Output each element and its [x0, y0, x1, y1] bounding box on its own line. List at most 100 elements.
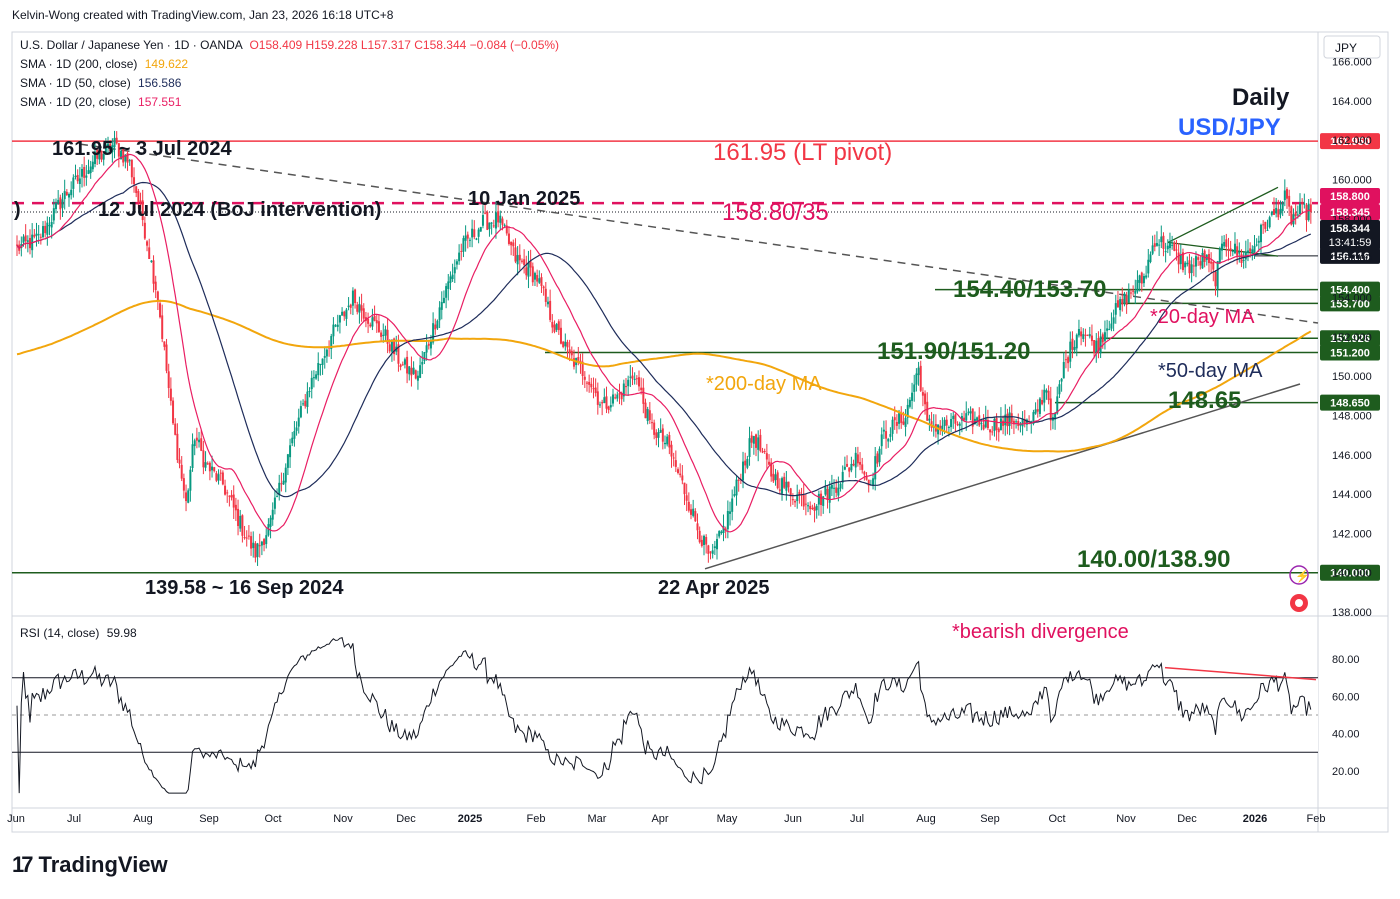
candle-body	[1099, 336, 1102, 354]
candle-body	[609, 405, 612, 408]
candle-body	[440, 302, 443, 310]
ma20-label: *20-day MA	[1150, 306, 1255, 328]
legend-sma20[interactable]: SMA · 1D (20, close) 157.551	[20, 95, 181, 109]
candle-body	[159, 303, 162, 318]
candle-body	[624, 386, 627, 388]
candle-body	[228, 495, 231, 497]
candle-body	[35, 233, 38, 236]
candle-body	[141, 200, 144, 221]
candle-body	[293, 431, 296, 439]
lightning-icon	[1289, 565, 1309, 585]
axes: JPY166.000164.000162.000160.000158.00015…	[7, 35, 1381, 825]
events-icon-inner	[1295, 599, 1303, 607]
candle-body	[1309, 204, 1312, 213]
candle-body	[423, 352, 426, 362]
horizontal-levels: 161.950 158.800 158.345 156.116 154.400153.7…	[12, 133, 1380, 581]
candle-body	[380, 332, 383, 337]
candle-body	[1292, 214, 1295, 225]
candle-body	[614, 397, 617, 399]
price-tick-label: 138.000	[1332, 607, 1372, 619]
rsi-legend[interactable]: RSI (14, close) 59.98	[20, 626, 137, 640]
candle-body	[637, 377, 640, 387]
candle-body	[713, 546, 716, 549]
candle-body	[111, 145, 114, 153]
candle-body	[61, 199, 64, 208]
candle-body	[215, 473, 218, 481]
level-tag-label: 158.345	[1330, 207, 1370, 219]
candle-body	[846, 463, 849, 467]
candle-body	[672, 457, 675, 459]
time-tick-label: 2026	[1243, 813, 1267, 825]
candle-body	[1233, 243, 1236, 254]
candle-body	[746, 458, 749, 468]
candle-body	[993, 418, 996, 431]
candle-body	[85, 175, 88, 178]
candle-body	[538, 278, 541, 283]
candle-body	[520, 260, 523, 262]
candle-body	[1277, 209, 1280, 218]
candle-body	[783, 476, 786, 488]
candle-body	[551, 321, 554, 328]
candle-body	[642, 387, 645, 404]
candle-body	[488, 222, 491, 230]
candle-body	[657, 432, 660, 438]
candle-body	[349, 304, 352, 308]
candle-body	[822, 496, 825, 506]
candle-body	[477, 229, 480, 237]
candle-body	[1285, 189, 1288, 199]
candle-body	[507, 233, 510, 244]
candle-body	[16, 244, 18, 246]
candle-body	[648, 410, 651, 421]
candle-body	[1259, 224, 1262, 243]
candle-body	[501, 218, 504, 225]
candle-body	[416, 375, 419, 381]
candle-body	[572, 358, 575, 367]
candle-body	[742, 461, 745, 481]
lt-pivot-label: 161.95 (LT pivot)	[713, 139, 892, 166]
price-tick-label: 152.000	[1332, 332, 1372, 344]
tradingview-brand[interactable]: 17 TradingView	[12, 852, 168, 878]
candle-body	[70, 189, 73, 196]
candle-body	[332, 324, 335, 337]
candle-body	[1073, 346, 1076, 351]
candle-body	[752, 436, 755, 444]
level-tag	[1320, 204, 1380, 220]
boj-paren: )	[14, 199, 21, 221]
candle-body	[29, 237, 32, 249]
last-price-tag	[1320, 220, 1380, 250]
candle-body	[1272, 209, 1275, 215]
low-2025-label: 22 Apr 2025	[658, 577, 770, 599]
candle-body	[809, 505, 812, 510]
candle-body	[568, 349, 571, 353]
candle-body	[867, 479, 870, 486]
candle-body	[1075, 334, 1078, 349]
candle-body	[360, 305, 363, 311]
time-tick-label: Oct	[264, 813, 281, 825]
candle-body	[382, 334, 385, 336]
candle-body	[885, 431, 888, 439]
lightning-glyph: ⚡	[1295, 569, 1310, 583]
time-tick-label: Nov	[1116, 813, 1136, 825]
candle-body	[87, 170, 90, 174]
candle-body	[1129, 292, 1132, 294]
candle-body	[211, 466, 214, 471]
candle-body	[510, 241, 513, 246]
candle-body	[276, 496, 279, 498]
chart-title-daily: Daily	[1232, 84, 1290, 111]
legend-sma200[interactable]: SMA · 1D (200, close) 149.622	[20, 57, 188, 71]
time-tick-label: Oct	[1048, 813, 1065, 825]
ascending-support-trendline	[704, 383, 1301, 570]
candle-body	[670, 444, 673, 457]
legend-sma50[interactable]: SMA · 1D (50, close) 156.586	[20, 76, 181, 90]
legend-symbol-row[interactable]: U.S. Dollar / Japanese Yen · 1D · OANDA …	[20, 38, 559, 52]
candle-body	[1303, 203, 1306, 205]
candle-body	[310, 377, 313, 390]
candle-body	[830, 485, 833, 489]
last-price-countdown: 13:41:59	[1329, 237, 1372, 249]
price-chart[interactable]: 161.950 158.800 158.345 156.116 154.400153.7…	[0, 0, 1400, 840]
candle-body	[616, 394, 619, 399]
time-tick-label: Aug	[133, 813, 153, 825]
candle-body	[247, 535, 250, 537]
candle-body	[906, 404, 909, 418]
candle-body	[39, 236, 42, 238]
